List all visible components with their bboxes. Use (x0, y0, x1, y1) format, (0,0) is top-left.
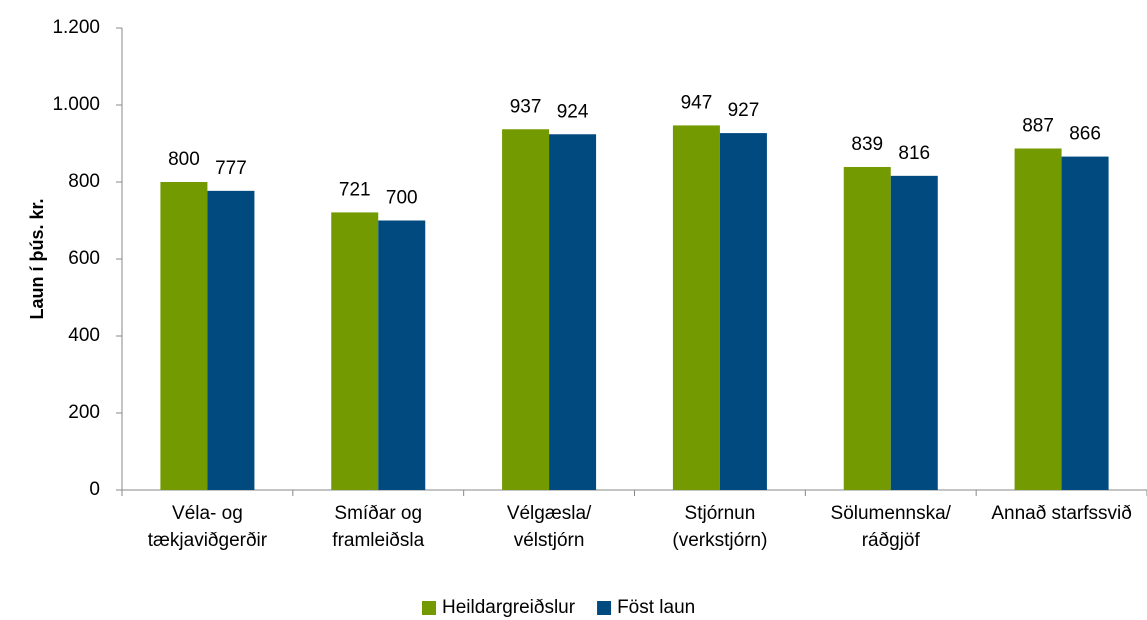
x-tick-label: Véla- og tækjaviðgerðir (147, 503, 268, 551)
value-label: 887 (1022, 116, 1054, 137)
bar (843, 166, 891, 491)
legend-label: Heildargreiðslur (442, 597, 576, 618)
value-label: 721 (339, 179, 371, 200)
bar (549, 134, 597, 490)
value-label: 700 (386, 188, 418, 209)
value-label: 800 (168, 149, 200, 170)
bar (890, 175, 938, 490)
value-label: 927 (728, 100, 760, 121)
y-axis-label: Laun í þús. kr. (27, 198, 47, 319)
legend-swatch (597, 601, 612, 615)
bar (160, 182, 208, 490)
x-tick-label-box: Vélgæsla/ vélstjórn (506, 503, 592, 551)
y-tick-label: 600 (68, 248, 100, 269)
x-tick-label: Smíðar og framleiðsla (332, 503, 425, 551)
bar (331, 212, 379, 491)
x-tick-label: Sölumennska/ ráðgjöf (830, 503, 951, 551)
value-label: 839 (851, 134, 883, 155)
legend-swatch (422, 601, 436, 615)
x-tick-label-box: Smíðar og framleiðsla (332, 503, 425, 551)
bar (1014, 148, 1062, 490)
y-tick-label: 800 (68, 171, 100, 192)
legend-label: Föst laun (617, 597, 695, 618)
x-tick-label-box: Annað starfssvið (991, 503, 1132, 524)
x-tick-label: Annað starfssvið (991, 503, 1132, 524)
x-tick-label: Vélgæsla/ vélstjórn (506, 503, 592, 551)
y-tick-label: 1.000 (52, 94, 100, 115)
value-label: 947 (681, 92, 713, 113)
value-label: 866 (1069, 124, 1101, 145)
value-label: 924 (557, 101, 589, 122)
bar (378, 220, 426, 490)
y-tick-label: 400 (68, 325, 100, 346)
y-tick-label: 1.200 (52, 17, 100, 38)
y-tick-label: 0 (89, 479, 100, 500)
bar (672, 125, 720, 490)
value-label: 777 (215, 158, 247, 179)
x-tick-label-box: Stjórnun (verkstjórn) (672, 503, 768, 551)
x-tick-label-box: Sölumennska/ ráðgjöf (830, 503, 951, 551)
bar (207, 190, 255, 491)
bar (502, 129, 550, 490)
bar (1061, 156, 1109, 490)
value-label: 816 (898, 143, 930, 164)
y-tick-label: 200 (68, 402, 100, 423)
x-tick-label: Stjórnun (verkstjórn) (672, 503, 768, 551)
value-label: 937 (510, 96, 542, 117)
x-tick-label-box: Véla- og tækjaviðgerðir (147, 503, 268, 551)
bar (719, 133, 767, 491)
